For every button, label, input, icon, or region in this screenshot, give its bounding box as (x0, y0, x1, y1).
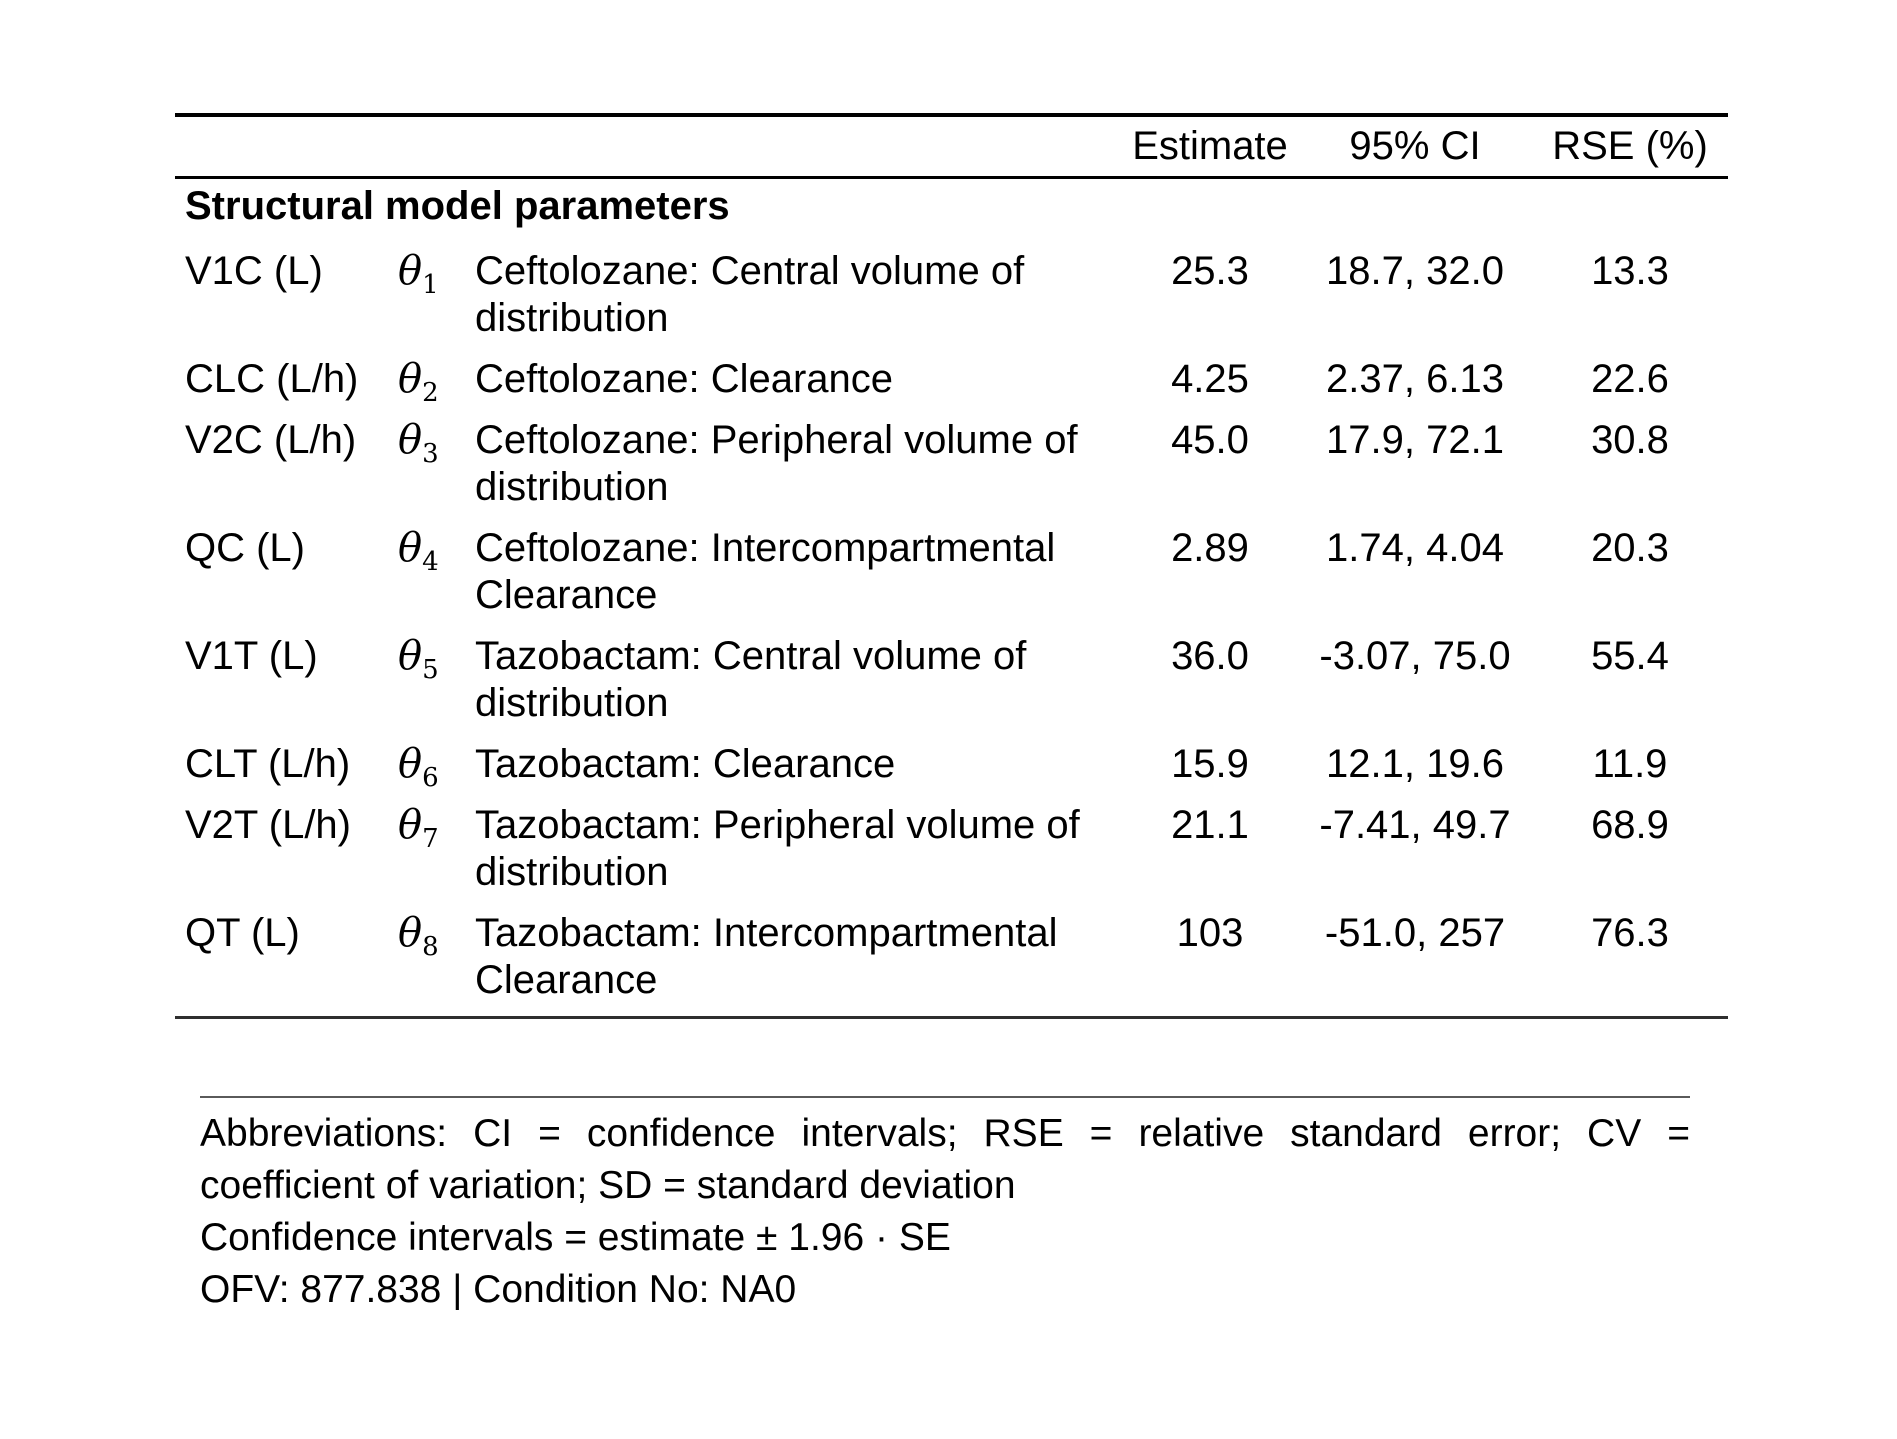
param-label: CLC (L/h) (185, 357, 359, 401)
rse-value: 55.4 (1591, 634, 1669, 678)
theta-symbol: θ1 (398, 248, 475, 298)
estimate-value: 25.3 (1171, 249, 1249, 293)
param-label: QT (L) (185, 911, 300, 955)
param-description: Tazobactam: Intercompartmental Clearance (475, 911, 1058, 1002)
estimate-value: 15.9 (1171, 742, 1249, 786)
column-header-rse: RSE (%) (1552, 124, 1708, 168)
column-header-estimate: Estimate (1132, 124, 1288, 168)
footnotes: Abbreviations: CI = confidence intervals… (200, 1096, 1690, 1316)
theta-symbol: θ2 (398, 356, 475, 406)
rse-value: 11.9 (1592, 742, 1668, 786)
theta-symbol: θ6 (398, 741, 475, 791)
footnote-ofv-condition: OFV: 877.838 | Condition No: NA0 (200, 1268, 797, 1311)
param-label: V1C (L) (185, 249, 323, 293)
ci-value: -3.07, 75.0 (1319, 634, 1511, 678)
table-header-row: Estimate 95% CI RSE (%) (175, 117, 1728, 176)
table-row: QT (L) θ8 Tazobactam: Intercompartmental… (175, 910, 1728, 1004)
theta-glyph: θ (398, 248, 423, 294)
param-label: V2T (L/h) (185, 803, 351, 847)
table-header-rule (175, 176, 1728, 179)
ci-value: 12.1, 19.6 (1326, 742, 1504, 786)
theta-subscript: 3 (422, 439, 439, 469)
theta-glyph: θ (398, 910, 423, 956)
ci-value: -7.41, 49.7 (1319, 803, 1511, 847)
ci-value: 18.7, 32.0 (1326, 249, 1504, 293)
footnote-abbreviations-line1: Abbreviations: CI = confidence intervals… (200, 1112, 1690, 1155)
param-description: Ceftolozane: Clearance (475, 357, 894, 401)
rse-value: 20.3 (1591, 526, 1669, 570)
table-row: QC (L) θ4 Ceftolozane: Intercompartmenta… (175, 525, 1728, 619)
theta-symbol: θ5 (398, 633, 475, 683)
theta-subscript: 5 (422, 655, 439, 685)
theta-symbol: θ7 (398, 802, 475, 852)
table-row: V1C (L) θ1 Ceftolozane: Central volume o… (175, 248, 1728, 342)
rse-value: 22.6 (1591, 357, 1669, 401)
ci-value: 1.74, 4.04 (1326, 526, 1504, 570)
param-description: Tazobactam: Peripheral volume of distrib… (475, 803, 1080, 894)
table-bottom-rule (175, 1016, 1728, 1019)
theta-subscript: 8 (422, 932, 439, 962)
estimate-value: 2.89 (1171, 526, 1249, 570)
estimate-value: 45.0 (1171, 418, 1249, 462)
table-row: V2T (L/h) θ7 Tazobactam: Peripheral volu… (175, 802, 1728, 896)
theta-subscript: 6 (422, 763, 439, 793)
theta-subscript: 7 (422, 824, 439, 854)
column-header-ci: 95% CI (1349, 124, 1481, 168)
estimate-value: 36.0 (1171, 634, 1249, 678)
rse-value: 68.9 (1591, 803, 1669, 847)
param-label: CLT (L/h) (185, 742, 351, 786)
rse-value: 13.3 (1591, 249, 1669, 293)
theta-glyph: θ (398, 525, 423, 571)
table-row: V1T (L) θ5 Tazobactam: Central volume of… (175, 633, 1728, 727)
param-description: Ceftolozane: Central volume of distribut… (475, 249, 1025, 340)
table-row: CLC (L/h) θ2 Ceftolozane: Clearance 4.25… (175, 356, 1728, 406)
param-label: V1T (L) (185, 634, 318, 678)
parameter-table: Estimate 95% CI RSE (%) Structural model… (175, 113, 1728, 1019)
estimate-value: 103 (1176, 911, 1244, 955)
table-top-rule (175, 113, 1728, 117)
param-description: Tazobactam: Central volume of distributi… (475, 634, 1027, 725)
table-row: V2C (L/h) θ3 Ceftolozane: Peripheral vol… (175, 417, 1728, 511)
theta-glyph: θ (398, 741, 423, 787)
param-label: V2C (L/h) (185, 418, 357, 462)
footnote-abbreviations-line2: coefficient of variation; SD = standard … (200, 1164, 1016, 1207)
theta-glyph: θ (398, 633, 423, 679)
param-description: Tazobactam: Clearance (475, 742, 896, 786)
theta-subscript: 4 (422, 547, 439, 577)
theta-symbol: θ3 (398, 417, 475, 467)
theta-subscript: 1 (422, 270, 439, 300)
rse-value: 30.8 (1591, 418, 1669, 462)
table-body: Structural model parameters V1C (L) θ1 C… (175, 179, 1728, 1016)
ci-value: 17.9, 72.1 (1326, 418, 1504, 462)
param-label: QC (L) (185, 526, 305, 570)
theta-glyph: θ (398, 356, 423, 402)
theta-subscript: 2 (422, 378, 439, 408)
section-header: Structural model parameters (185, 184, 730, 228)
param-description: Ceftolozane: Peripheral volume of distri… (475, 418, 1078, 509)
ci-value: -51.0, 257 (1324, 911, 1506, 955)
rse-value: 76.3 (1591, 911, 1669, 955)
footnote-ci-formula: Confidence intervals = estimate ± 1.96 ·… (200, 1216, 951, 1259)
theta-symbol: θ4 (398, 525, 475, 575)
ci-value: 2.37, 6.13 (1326, 357, 1504, 401)
table-row: CLT (L/h) θ6 Tazobactam: Clearance 15.9 … (175, 741, 1728, 791)
theta-symbol: θ8 (398, 910, 475, 960)
theta-glyph: θ (398, 417, 423, 463)
theta-glyph: θ (398, 802, 423, 848)
estimate-value: 4.25 (1171, 357, 1249, 401)
param-description: Ceftolozane: Intercompartmental Clearanc… (475, 526, 1056, 617)
estimate-value: 21.1 (1171, 803, 1249, 847)
